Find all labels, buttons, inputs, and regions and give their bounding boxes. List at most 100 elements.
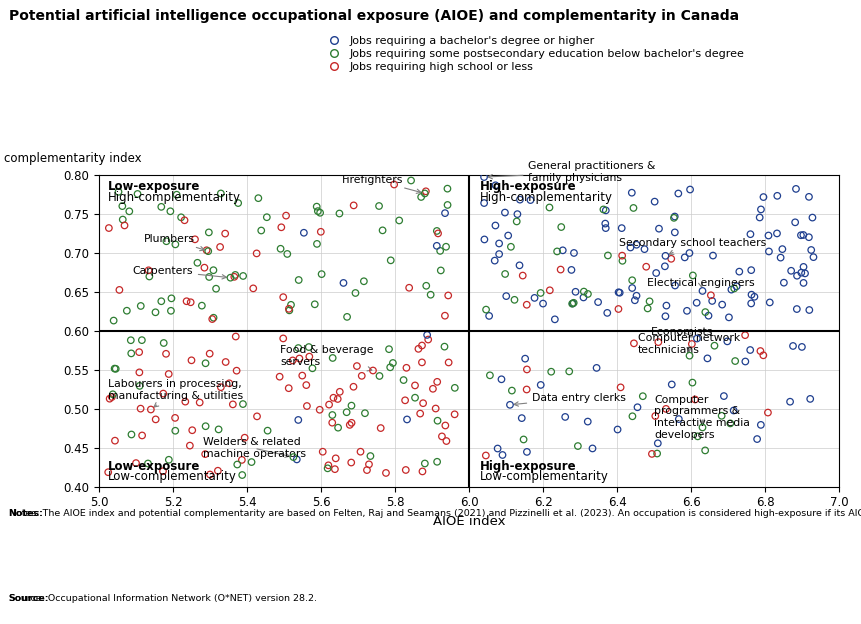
Text: Computer
programmers &
interactive media
developers: Computer programmers & interactive media… — [654, 395, 750, 439]
Point — [520, 447, 534, 457]
Point — [715, 300, 729, 310]
Text: Low-exposure: Low-exposure — [108, 460, 201, 473]
Point — [802, 232, 815, 242]
Point — [416, 466, 430, 476]
Point — [156, 466, 170, 476]
Point — [118, 220, 132, 230]
Point — [279, 211, 293, 221]
Point — [164, 306, 178, 316]
Point — [282, 304, 296, 314]
Point — [115, 201, 129, 211]
Point — [567, 248, 581, 258]
Point — [418, 188, 431, 198]
Point — [201, 246, 215, 256]
Text: Low-complementarity: Low-complementarity — [108, 470, 237, 483]
Text: Carpenters: Carpenters — [133, 266, 226, 279]
Point — [174, 212, 188, 222]
Point — [149, 414, 163, 424]
Point — [439, 241, 453, 251]
Point — [408, 392, 422, 402]
Point — [806, 213, 820, 223]
Text: Source: Occupational Information Network (O*NET) version 28.2.: Source: Occupational Information Network… — [9, 594, 317, 603]
Point — [198, 449, 212, 459]
Point — [260, 212, 274, 222]
Point — [544, 367, 558, 377]
Point — [232, 198, 245, 208]
Text: High-complementarity: High-complementarity — [108, 191, 241, 204]
Text: Economists: Economists — [651, 326, 713, 337]
Point — [358, 408, 372, 418]
Point — [516, 271, 530, 281]
Point — [479, 451, 492, 461]
Point — [250, 248, 263, 258]
Point — [753, 213, 766, 223]
Point — [625, 188, 639, 198]
Point — [614, 383, 628, 392]
Point — [568, 287, 582, 297]
Point — [325, 417, 339, 427]
Point — [480, 305, 493, 314]
Point — [512, 260, 526, 270]
Point — [135, 335, 149, 345]
Point — [599, 223, 613, 233]
Point — [642, 296, 656, 306]
Point — [325, 410, 339, 420]
Point — [550, 246, 564, 256]
Point — [641, 303, 654, 313]
Point — [523, 195, 537, 205]
Point — [536, 299, 550, 309]
Point — [629, 291, 643, 301]
Point — [125, 429, 139, 439]
Point — [310, 239, 324, 249]
Point — [124, 335, 138, 345]
Text: General practitioners &
family physicians: General practitioners & family physician… — [488, 162, 656, 183]
Point — [437, 342, 451, 352]
Point — [421, 334, 435, 344]
Point — [382, 344, 396, 354]
Point — [728, 283, 741, 293]
Point — [511, 209, 524, 219]
Point — [429, 404, 443, 414]
Point — [399, 465, 412, 475]
Point — [203, 349, 217, 359]
Point — [169, 426, 183, 436]
Point — [649, 268, 663, 278]
Point — [366, 366, 380, 376]
Point — [393, 215, 406, 225]
Text: complementarity index: complementarity index — [4, 152, 142, 165]
Point — [276, 292, 290, 302]
Point — [400, 363, 413, 373]
Point — [112, 187, 126, 197]
Point — [322, 399, 336, 409]
Point — [754, 420, 768, 430]
Point — [282, 383, 295, 393]
Point — [124, 348, 138, 358]
Point — [408, 381, 422, 391]
Point — [442, 290, 455, 300]
Point — [246, 283, 260, 293]
Point — [273, 372, 287, 382]
Point — [284, 300, 298, 310]
Point — [414, 192, 428, 202]
Point — [105, 392, 119, 402]
Point — [142, 265, 156, 275]
Point — [333, 387, 347, 397]
Point — [292, 275, 306, 285]
Point — [343, 420, 356, 430]
Point — [439, 436, 453, 446]
Point — [354, 447, 368, 457]
Point — [430, 377, 444, 387]
Point — [599, 205, 613, 215]
Point — [431, 228, 445, 238]
Point — [400, 414, 414, 424]
Text: Electrical engineers: Electrical engineers — [647, 278, 754, 288]
Point — [667, 213, 681, 223]
Point — [626, 411, 640, 421]
Point — [315, 269, 329, 279]
Point — [106, 389, 120, 399]
Point — [328, 464, 342, 474]
Point — [648, 411, 662, 421]
Text: Labourers in processing,
manufacturing & utilities: Labourers in processing, manufacturing &… — [108, 379, 244, 407]
Point — [154, 202, 168, 212]
Point — [300, 401, 313, 411]
